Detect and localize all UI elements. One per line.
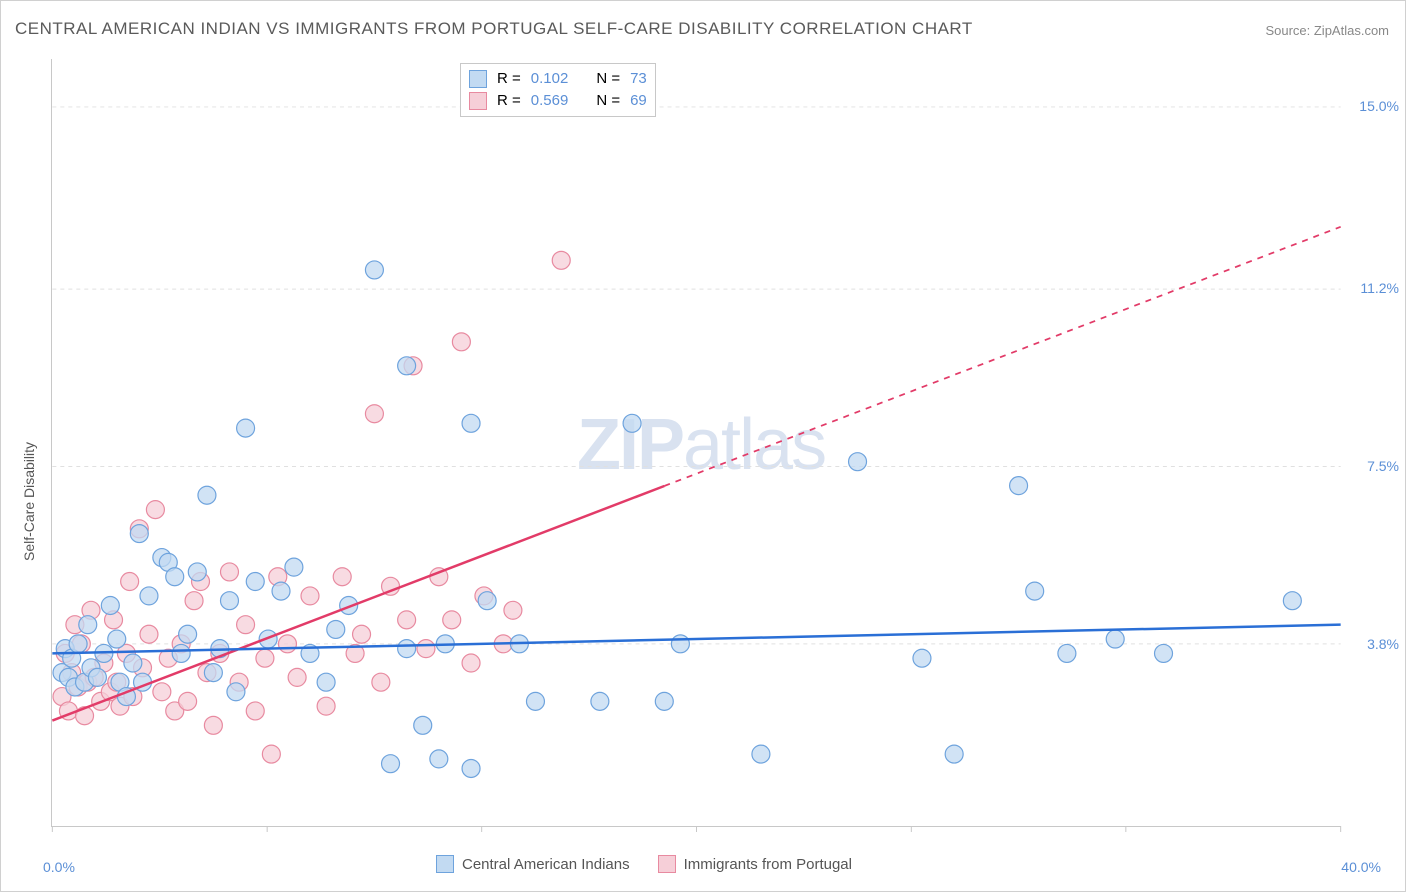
y-axis-label: Self-Care Disability <box>21 442 37 561</box>
r-value: 0.102 <box>531 68 569 90</box>
n-label: N = <box>596 90 620 112</box>
plot-area: ZIPatlas R = 0.102 N = 73 R = 0.569 N = … <box>51 59 1341 827</box>
y-grid-label: 15.0% <box>1359 98 1399 114</box>
legend-item-blue: Central American Indians <box>436 855 630 873</box>
series-legend: Central American Indians Immigrants from… <box>436 855 852 873</box>
source-label: Source: ZipAtlas.com <box>1265 23 1389 38</box>
chart-title: CENTRAL AMERICAN INDIAN VS IMMIGRANTS FR… <box>15 19 973 39</box>
swatch-blue-icon <box>436 855 454 873</box>
stats-row-pink: R = 0.569 N = 69 <box>469 90 647 112</box>
n-label: N = <box>596 68 620 90</box>
y-grid-label: 11.2% <box>1360 280 1399 296</box>
y-grid-label: 3.8% <box>1367 636 1399 652</box>
swatch-blue-icon <box>469 70 487 88</box>
scatter-plot <box>52 59 1341 826</box>
chart-container: CENTRAL AMERICAN INDIAN VS IMMIGRANTS FR… <box>0 0 1406 892</box>
swatch-pink-icon <box>658 855 676 873</box>
n-value: 69 <box>630 90 647 112</box>
legend-label: Immigrants from Portugal <box>684 856 852 873</box>
x-min-label: 0.0% <box>43 859 75 875</box>
stats-legend: R = 0.102 N = 73 R = 0.569 N = 69 <box>460 63 656 117</box>
swatch-pink-icon <box>469 92 487 110</box>
r-label: R = <box>497 68 521 90</box>
r-value: 0.569 <box>531 90 569 112</box>
legend-item-pink: Immigrants from Portugal <box>658 855 852 873</box>
y-grid-label: 7.5% <box>1367 458 1399 474</box>
x-max-label: 40.0% <box>1341 859 1381 875</box>
stats-row-blue: R = 0.102 N = 73 <box>469 68 647 90</box>
r-label: R = <box>497 90 521 112</box>
n-value: 73 <box>630 68 647 90</box>
legend-label: Central American Indians <box>462 856 630 873</box>
